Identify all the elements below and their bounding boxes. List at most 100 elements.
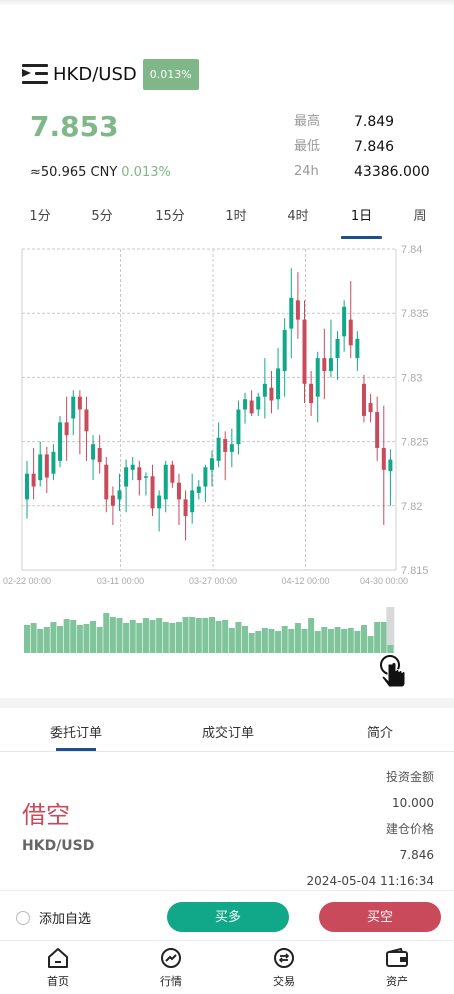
volume-bar (334, 627, 341, 653)
stat-value: 7.846 (354, 139, 395, 155)
candle-body (97, 448, 102, 463)
candle-body (342, 306, 347, 337)
open-price-label: 建仓价格 (385, 822, 434, 836)
x-tick-label: 04-30 00:00 (360, 576, 408, 586)
volume-bar (90, 621, 97, 653)
candle-body (256, 396, 261, 410)
x-tick-label: 04-12 00:00 (281, 576, 329, 586)
volume-bar (202, 618, 209, 653)
tab-1day[interactable]: 1日 (350, 209, 373, 224)
volume-bar (261, 628, 268, 653)
volume-bar (380, 622, 387, 653)
cny-value: ≈50.965 CNY (30, 165, 118, 180)
candle-body (243, 399, 248, 410)
volume-bar (142, 618, 149, 653)
volume-bar (57, 626, 64, 653)
tab-filled-orders[interactable]: 成交订单 (201, 726, 254, 741)
candle-body (163, 464, 168, 500)
buy-long-button[interactable]: 买多 (167, 902, 289, 932)
volume-bar (149, 620, 156, 653)
cny-change: 0.013% (121, 165, 171, 180)
candle-body (71, 396, 76, 419)
volume-bar (314, 631, 321, 653)
tab-pending-orders[interactable]: 委托订单 (49, 726, 102, 741)
nav-label: 行情 (160, 975, 182, 988)
tab-15min[interactable]: 15分 (155, 209, 185, 224)
candle-body (143, 476, 148, 478)
candle-body (355, 338, 360, 359)
candle-body (110, 495, 115, 506)
timeframe-tabs: 1分 5分 15分 1时 4时 1日 周 (0, 207, 454, 241)
volume-bar (189, 617, 196, 653)
candle-body (289, 297, 294, 329)
candle-body (309, 383, 314, 404)
candle-body (51, 451, 56, 474)
stat-label: 24h (294, 164, 319, 179)
nav-home[interactable]: 首页 (28, 947, 88, 989)
volume-bar (103, 613, 110, 653)
volume-bar (83, 624, 90, 653)
volume-bar (294, 623, 301, 653)
home-icon (48, 948, 68, 968)
volume-bar (182, 617, 189, 653)
candle-body (190, 490, 195, 513)
volume-bar (281, 626, 288, 653)
volume-selection-highlight (386, 607, 395, 653)
volume-bar (248, 633, 255, 653)
nav-label: 资产 (386, 975, 408, 988)
candle-body (276, 368, 281, 400)
current-price: 7.853 (30, 110, 119, 143)
candle-body (183, 499, 188, 517)
sell-short-button[interactable]: 买空 (319, 902, 441, 932)
candle-body (117, 490, 122, 500)
volume-bar (169, 623, 176, 653)
bottom-nav: 首页 行情 交易 资产 (0, 940, 454, 994)
volume-bar (30, 623, 37, 653)
y-tick-label: 7.835 (401, 308, 429, 320)
add-favorite[interactable]: 添加自选 (16, 908, 91, 927)
tab-week[interactable]: 周 (413, 209, 427, 224)
tab-4hour[interactable]: 4时 (287, 209, 309, 224)
tab-1hour[interactable]: 1时 (225, 209, 247, 224)
wallet-icon (386, 947, 408, 967)
change-badge: 0.013% (142, 58, 199, 90)
tab-intro[interactable]: 简介 (366, 726, 393, 741)
stat-high: 最高 7.849 (294, 112, 434, 137)
order-type: 借空 (22, 801, 70, 829)
stat-label: 最低 (294, 139, 321, 154)
tab-5min[interactable]: 5分 (91, 209, 113, 224)
nav-assets[interactable]: 资产 (367, 947, 427, 989)
volume-bar (129, 620, 136, 653)
candle-body (210, 458, 214, 470)
favorite-radio-icon[interactable] (16, 910, 30, 925)
volume-bar (268, 629, 275, 653)
volume-bar (209, 617, 215, 653)
candle-body (104, 464, 109, 500)
volume-bar (327, 629, 334, 653)
candle-body (38, 454, 43, 481)
nav-market[interactable]: 行情 (141, 947, 201, 989)
candle-body (262, 383, 267, 397)
favorite-label: 添加自选 (39, 912, 92, 927)
nav-trade[interactable]: 交易 (254, 947, 314, 989)
menu-icon[interactable] (22, 62, 48, 86)
volume-bar (215, 621, 222, 653)
candle-body (176, 482, 181, 500)
volume-bar (37, 629, 44, 653)
candle-body (236, 409, 241, 445)
x-tick-label: 03-27 00:00 (189, 576, 237, 586)
volume-bar (255, 631, 262, 653)
order-time: 2024-05-04 11:16:34 (306, 874, 434, 888)
volume-bar (354, 631, 361, 653)
stat-value: 7.849 (354, 114, 395, 130)
candle-body (25, 473, 29, 500)
exchange-icon (274, 948, 294, 968)
price-chart[interactable]: 7.84 7.835 7.83 7.825 7.82 7.815 02-22 00:00 03… (0, 244, 454, 694)
tab-1min[interactable]: 1分 (29, 209, 51, 224)
candle-body (196, 486, 201, 493)
volume-bar (96, 627, 103, 653)
candle-body (348, 319, 353, 346)
candlestick-chart[interactable]: 7.84 7.835 7.83 7.825 7.82 7.815 02-22 00:00 03… (0, 244, 454, 694)
cny-price: ≈50.965 CNY 0.013% (30, 165, 171, 180)
candle-body (44, 454, 49, 478)
